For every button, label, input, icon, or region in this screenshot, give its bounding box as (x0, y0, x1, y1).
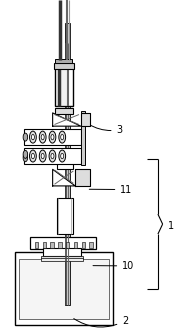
Circle shape (23, 154, 28, 162)
Circle shape (39, 150, 46, 162)
Circle shape (23, 133, 28, 141)
Bar (30, 237, 96, 249)
Circle shape (61, 134, 64, 140)
Bar (66, 242, 69, 248)
Bar (81, 111, 85, 165)
Bar (41, 256, 83, 259)
Bar (57, 198, 73, 234)
Circle shape (39, 131, 46, 143)
Text: 10: 10 (93, 261, 134, 271)
Bar (54, 63, 74, 69)
Circle shape (41, 134, 44, 140)
Polygon shape (75, 169, 90, 186)
Text: 3: 3 (89, 124, 123, 135)
Text: 1: 1 (168, 221, 174, 231)
Circle shape (31, 134, 34, 140)
Bar (41, 258, 83, 261)
Circle shape (61, 153, 64, 159)
Circle shape (49, 131, 56, 143)
Polygon shape (53, 169, 75, 186)
Bar (74, 242, 77, 248)
Circle shape (23, 150, 28, 158)
Bar (82, 242, 85, 248)
Polygon shape (81, 113, 90, 126)
Bar (89, 242, 93, 248)
Circle shape (59, 131, 66, 143)
Circle shape (51, 134, 54, 140)
Circle shape (59, 150, 66, 162)
Circle shape (31, 153, 34, 159)
Bar (60, 69, 67, 105)
Circle shape (49, 150, 56, 162)
Bar (55, 59, 72, 63)
Text: 11: 11 (89, 185, 133, 195)
Bar (58, 242, 61, 248)
Bar (24, 148, 81, 164)
Circle shape (30, 150, 36, 162)
Circle shape (51, 153, 54, 159)
Bar (55, 68, 73, 106)
Bar (55, 108, 73, 114)
Bar (57, 160, 73, 169)
Polygon shape (53, 113, 81, 126)
Bar (24, 129, 81, 145)
Circle shape (30, 131, 36, 143)
Bar (15, 252, 113, 325)
Bar (35, 242, 38, 248)
Bar (42, 242, 46, 248)
Bar (50, 242, 54, 248)
Bar (19, 259, 109, 319)
Bar (65, 23, 70, 305)
Circle shape (41, 153, 44, 159)
Text: 2: 2 (74, 316, 128, 327)
Bar (43, 248, 81, 256)
